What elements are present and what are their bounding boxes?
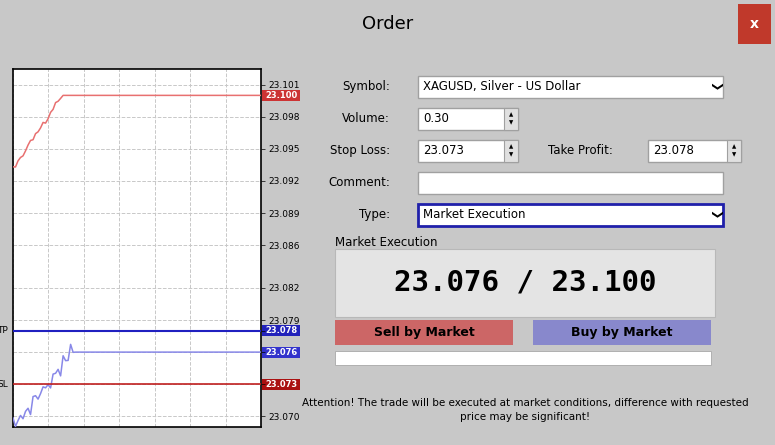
Text: ▼: ▼ [509,120,513,125]
Text: x: x [750,17,759,31]
Text: ▲: ▲ [509,145,513,150]
Text: 0.30: 0.30 [423,112,449,125]
Text: Comment:: Comment: [328,176,390,189]
FancyBboxPatch shape [727,140,741,162]
Text: 23.076 / 23.100: 23.076 / 23.100 [394,269,656,297]
Text: XAGUSD, Silver - US Dollar: XAGUSD, Silver - US Dollar [423,80,580,93]
Text: ▼: ▼ [509,152,513,157]
Text: Symbol:: Symbol: [342,80,390,93]
Text: Type:: Type: [359,208,390,221]
FancyBboxPatch shape [504,140,518,162]
Text: Sell by Market: Sell by Market [374,326,474,339]
Text: Order: Order [362,15,413,33]
FancyBboxPatch shape [262,347,300,358]
FancyBboxPatch shape [504,108,518,129]
Text: 23.100: 23.100 [265,91,297,100]
FancyBboxPatch shape [335,249,715,317]
Text: Market Execution: Market Execution [423,208,525,221]
FancyBboxPatch shape [262,90,300,101]
Text: ▼: ▼ [732,152,736,157]
FancyBboxPatch shape [418,108,518,129]
Text: 23.078: 23.078 [265,326,297,335]
Text: Stop Loss:: Stop Loss: [330,144,390,157]
Text: ▲: ▲ [509,113,513,117]
FancyBboxPatch shape [533,320,711,345]
Text: Take Profit:: Take Profit: [548,144,613,157]
Text: Attention! The trade will be executed at market conditions, difference with requ: Attention! The trade will be executed at… [301,398,749,408]
Text: Volume:: Volume: [342,112,390,125]
FancyBboxPatch shape [418,76,723,97]
FancyBboxPatch shape [738,4,771,44]
Text: SL: SL [0,380,8,388]
Text: 23.073: 23.073 [423,144,464,157]
FancyBboxPatch shape [418,172,723,194]
Text: ▲: ▲ [732,145,736,150]
Text: ❯: ❯ [709,210,721,219]
FancyBboxPatch shape [262,379,300,390]
FancyBboxPatch shape [648,140,741,162]
Text: ❯: ❯ [709,82,721,91]
Text: TP: TP [0,326,8,335]
Text: 23.076: 23.076 [265,348,297,356]
FancyBboxPatch shape [335,320,513,345]
Text: Market Execution: Market Execution [335,236,438,249]
FancyBboxPatch shape [262,325,300,336]
FancyBboxPatch shape [335,351,711,365]
Text: price may be significant!: price may be significant! [460,412,590,422]
FancyBboxPatch shape [418,204,723,226]
Text: Buy by Market: Buy by Market [571,326,673,339]
Text: 23.073: 23.073 [265,380,297,388]
Text: 23.078: 23.078 [653,144,694,157]
FancyBboxPatch shape [418,140,518,162]
